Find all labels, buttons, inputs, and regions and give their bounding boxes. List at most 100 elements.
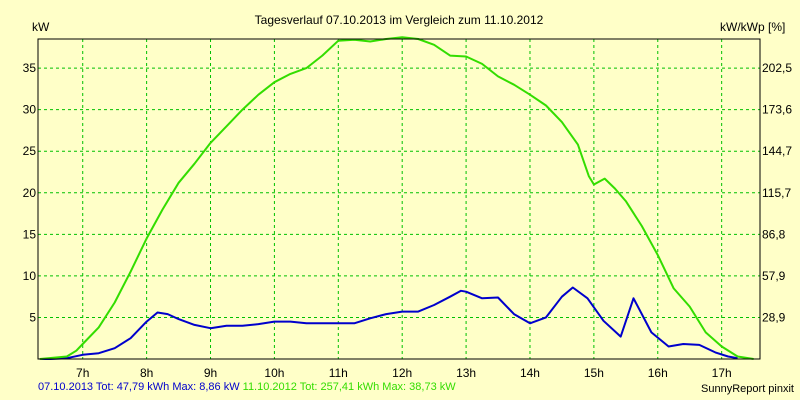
y-tick-label-right: 57,9 bbox=[762, 269, 786, 283]
data-point-series-1 bbox=[369, 317, 371, 319]
data-point-series-1 bbox=[146, 321, 148, 323]
data-point-series-1 bbox=[305, 322, 307, 324]
series-line-1 bbox=[39, 286, 738, 360]
x-tick-label: 10h bbox=[264, 366, 284, 380]
data-point-series-2 bbox=[614, 188, 616, 190]
data-point-series-2 bbox=[641, 225, 643, 227]
credit-text: SunnyReport pinxit bbox=[701, 383, 794, 395]
data-point-series-2 bbox=[210, 142, 212, 144]
x-tick-label: 8h bbox=[140, 366, 153, 380]
data-point-series-1 bbox=[337, 322, 339, 324]
data-point-series-1 bbox=[727, 356, 729, 358]
data-point-series-2 bbox=[577, 144, 579, 146]
data-point-series-1 bbox=[401, 311, 403, 313]
data-point-series-1 bbox=[178, 318, 180, 320]
legend-series-2013: 07.10.2013 Tot: 47,79 kWh Max: 8,86 kW bbox=[38, 381, 240, 393]
data-point-series-2 bbox=[178, 182, 180, 184]
data-point-series-1 bbox=[561, 296, 563, 298]
data-point-series-2 bbox=[257, 94, 259, 96]
chart: Tagesverlauf 07.10.2013 im Vergleich zum… bbox=[23, 13, 793, 380]
x-tick-label: 12h bbox=[392, 366, 412, 380]
data-point-series-2 bbox=[130, 271, 132, 273]
data-point-series-2 bbox=[273, 81, 275, 83]
data-point-series-2 bbox=[657, 254, 659, 256]
chart-title: Tagesverlauf 07.10.2013 im Vergleich zum… bbox=[255, 13, 544, 27]
y-tick-label-right: 28,9 bbox=[762, 310, 786, 324]
data-point-series-1 bbox=[289, 321, 291, 323]
data-point-series-1 bbox=[465, 291, 467, 293]
data-point-series-2 bbox=[98, 326, 100, 328]
data-point-series-1 bbox=[167, 313, 169, 315]
data-point-series-2 bbox=[225, 125, 227, 127]
data-point-series-2 bbox=[588, 175, 590, 177]
plot-border bbox=[37, 38, 761, 360]
x-tick-label: 15h bbox=[584, 366, 604, 380]
y-tick-label-left: 35 bbox=[23, 61, 37, 75]
legend-series-2012: 11.10.2012 Tot: 257,41 kWh Max: 38,73 kW bbox=[242, 381, 456, 393]
data-point-series-1 bbox=[257, 323, 259, 325]
data-point-series-2 bbox=[497, 75, 499, 77]
data-point-series-1 bbox=[417, 311, 419, 313]
x-tick-label: 7h bbox=[76, 366, 89, 380]
data-point-series-2 bbox=[114, 301, 116, 303]
data-point-series-1 bbox=[82, 354, 84, 356]
data-point-series-2 bbox=[561, 121, 563, 123]
data-point-series-2 bbox=[721, 346, 723, 348]
data-point-series-2 bbox=[529, 94, 531, 96]
y-tick-label-left: 30 bbox=[23, 103, 37, 117]
data-point-series-2 bbox=[82, 343, 84, 345]
x-tick-label: 17h bbox=[712, 366, 732, 380]
data-point-series-2 bbox=[305, 67, 307, 69]
data-point-series-1 bbox=[225, 325, 227, 327]
data-point-series-2 bbox=[593, 183, 595, 185]
data-point-series-2 bbox=[625, 200, 627, 202]
y-tick-label-left: 10 bbox=[23, 269, 37, 283]
data-point-series-1 bbox=[529, 322, 531, 324]
x-tick-label: 9h bbox=[204, 366, 217, 380]
data-point-series-2 bbox=[146, 237, 148, 239]
data-point-series-2 bbox=[513, 84, 515, 86]
data-point-series-1 bbox=[433, 304, 435, 306]
data-point-series-1 bbox=[481, 297, 483, 299]
data-point-series-1 bbox=[714, 351, 716, 353]
data-point-series-1 bbox=[682, 343, 684, 345]
plot-background bbox=[38, 39, 760, 359]
data-point-series-1 bbox=[353, 322, 355, 324]
data-point-series-1 bbox=[620, 336, 622, 338]
data-point-series-1 bbox=[545, 316, 547, 318]
y-tick-label-right: 173,6 bbox=[762, 103, 792, 117]
data-point-series-2 bbox=[194, 163, 196, 165]
y-tick-label-left: 15 bbox=[23, 227, 37, 241]
data-point-series-1 bbox=[497, 296, 499, 298]
data-point-series-2 bbox=[449, 55, 451, 57]
legend: 07.10.2013 Tot: 47,79 kWh Max: 8,86 kW 1… bbox=[38, 381, 456, 393]
data-point-series-2 bbox=[465, 55, 467, 57]
x-tick-label: 16h bbox=[648, 366, 668, 380]
data-point-series-2 bbox=[545, 104, 547, 106]
data-point-series-1 bbox=[385, 313, 387, 315]
data-point-series-1 bbox=[194, 324, 196, 326]
data-point-series-2 bbox=[337, 40, 339, 42]
y-tick-label-left: 20 bbox=[23, 186, 37, 200]
data-point-series-2 bbox=[481, 63, 483, 65]
data-point-series-1 bbox=[632, 297, 634, 299]
data-point-series-2 bbox=[289, 73, 291, 75]
y-tick-label-left: 5 bbox=[29, 310, 36, 324]
plot-area: 7h 8h 9h 10h 11h 12h 13h 14h 15h 16h 17h 5 10 15 20 25 3… bbox=[23, 36, 792, 380]
data-point-series-1 bbox=[114, 347, 116, 349]
data-point-series-1 bbox=[273, 321, 275, 323]
data-point-series-1 bbox=[460, 290, 462, 292]
data-point-series-2 bbox=[321, 55, 323, 57]
data-point-series-2 bbox=[433, 44, 435, 46]
y-axis-left-label: kW bbox=[32, 20, 50, 34]
data-point-series-2 bbox=[689, 306, 691, 308]
y-tick-label-right: 144,7 bbox=[762, 144, 792, 158]
data-point-series-1 bbox=[698, 344, 700, 346]
data-point-series-2 bbox=[673, 287, 675, 289]
data-point-series-1 bbox=[668, 346, 670, 348]
y-axis-right-label: kW/kWp [%] bbox=[720, 20, 785, 34]
y-tick-label-right: 115,7 bbox=[762, 186, 791, 200]
data-point-series-2 bbox=[162, 208, 164, 210]
series-line-2 bbox=[39, 36, 754, 360]
y-tick-label-right: 202,5 bbox=[762, 61, 792, 75]
